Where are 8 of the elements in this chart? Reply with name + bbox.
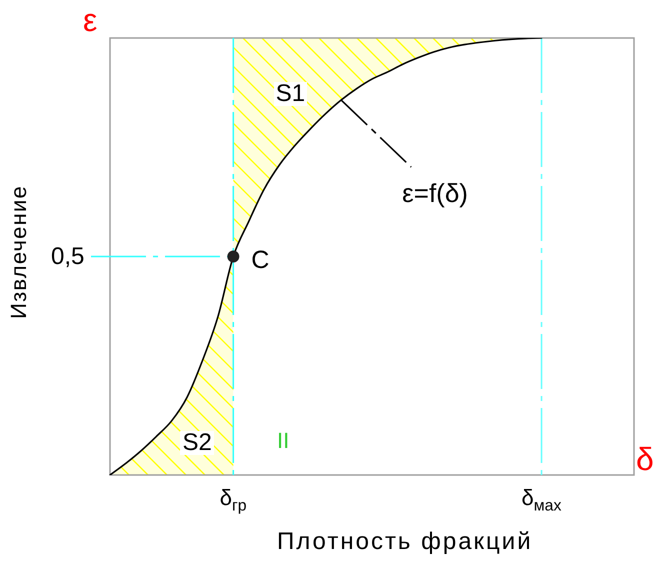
text: δ	[636, 441, 654, 477]
text: ε	[83, 2, 98, 38]
annotation: II	[277, 428, 290, 453]
ref-line-label: 0,5	[51, 242, 84, 270]
x-axis-title: Плотность фракций	[277, 528, 533, 555]
x-tick-label: δ$_{гр}$	[220, 485, 247, 515]
x-tick-label: δ$_{мах}$	[522, 485, 562, 515]
y-axis-title: Извлечение	[6, 185, 31, 319]
